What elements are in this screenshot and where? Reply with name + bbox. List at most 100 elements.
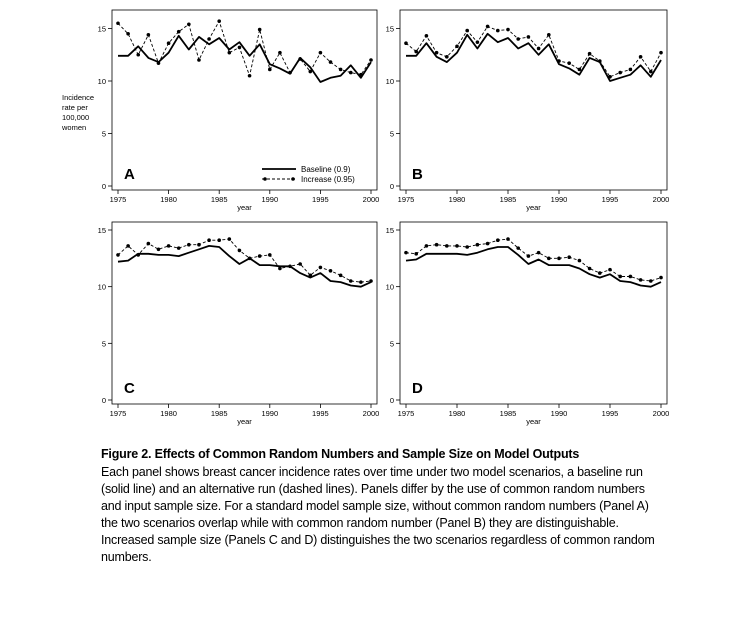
series-point-increase [638,278,643,282]
panel-letter: B [412,166,423,183]
series-point-increase [557,256,561,261]
x-tick-label: 1975 [398,195,415,204]
series-point-increase [359,280,363,284]
x-axis-label: year [237,417,252,426]
series-point-increase [506,27,510,32]
y-tick-label: 5 [102,339,106,348]
series-point-increase [628,67,633,72]
series-point-increase [516,37,520,41]
series-point-increase [526,254,531,258]
y-tick-label: 10 [98,77,106,86]
legend: Baseline (0.9)Increase (0.95) [262,165,355,184]
series-point-increase [247,256,252,261]
series-point-increase [547,33,551,37]
panel-letter: C [124,380,135,397]
series-point-increase [638,55,643,59]
series-point-increase [485,24,490,29]
series-point-increase [207,37,211,41]
series-point-increase [227,237,232,241]
series-point-increase [217,19,221,23]
series-point-increase [237,45,242,50]
x-tick-label: 1995 [602,195,619,204]
x-tick-label: 1975 [110,195,127,204]
series-line-baseline [118,34,372,83]
x-tick-label: 1975 [110,409,127,418]
x-tick-label: 2000 [363,409,380,418]
series-point-increase [237,248,242,253]
series-point-increase [404,41,408,45]
plot-frame [111,9,378,191]
y-tick-label: 15 [386,25,394,34]
series-point-increase [136,253,141,257]
series-point-increase [166,244,171,248]
y-tick-label: 0 [102,396,106,405]
y-tick-label: 15 [98,25,106,34]
y-axis-label-line: rate per [62,103,88,112]
series-point-increase [308,273,313,278]
y-axis-label-line: Incidence [62,93,94,102]
series-point-increase [547,256,551,261]
series-line-increase [405,238,662,282]
series-point-increase [318,265,323,270]
x-tick-label: 1990 [551,409,568,418]
series-point-increase [247,73,252,78]
series-line-increase [405,25,662,78]
x-tick-label: 2000 [653,409,670,418]
series-point-increase [359,72,363,77]
y-tick-label: 15 [98,226,106,235]
series-point-increase [618,70,622,75]
series-point-increase [424,34,429,38]
y-tick-label: 15 [386,226,394,235]
series-point-increase [496,28,500,33]
series-point-increase [608,267,612,272]
x-tick-label: 1990 [261,409,278,418]
series-point-increase [608,75,612,79]
series-line-baseline [405,246,662,288]
series-point-increase [217,238,221,242]
series-point-increase [278,50,282,55]
y-tick-label: 5 [390,339,394,348]
series-point-increase [146,241,151,246]
series-point-increase [434,50,439,55]
series-point-increase [649,69,653,74]
plot-frame [399,221,668,405]
series-point-increase [536,46,541,51]
x-tick-label: 1985 [211,409,228,418]
series-point-increase [116,253,120,257]
series-point-increase [598,59,602,63]
series-point-increase [506,237,510,241]
caption-title: Figure 2. Effects of Common Random Numbe… [101,447,580,461]
series-point-increase [187,242,191,247]
series-point-increase [598,271,602,275]
series-point-increase [126,31,130,36]
series-point-increase [348,279,353,283]
series-point-increase [587,51,592,56]
x-tick-label: 1990 [551,195,568,204]
series-point-increase [455,44,459,49]
series-point-increase [187,22,191,27]
legend-dashed-marker [291,177,295,181]
series-point-increase [207,238,211,242]
x-axis-label: year [526,417,541,426]
series-point-increase [116,21,120,26]
series-point-increase [516,246,520,250]
series-point-increase [567,255,571,259]
series-point-increase [268,67,272,72]
series-point-increase [146,33,151,37]
series-point-increase [288,70,292,75]
legend-label-increase: Increase (0.95) [301,175,355,184]
series-point-increase [166,41,171,45]
series-point-increase [298,262,302,266]
y-tick-label: 5 [390,130,394,139]
x-tick-label: 1985 [500,409,517,418]
series-line-increase [117,20,372,78]
series-point-increase [197,58,201,62]
series-point-increase [445,55,449,59]
series-point-increase [567,61,571,65]
series-point-increase [404,250,408,255]
series-point-increase [465,245,470,249]
series-point-increase [278,266,282,271]
x-tick-label: 1985 [211,195,228,204]
x-tick-label: 1980 [160,409,177,418]
series-point-increase [414,49,419,54]
